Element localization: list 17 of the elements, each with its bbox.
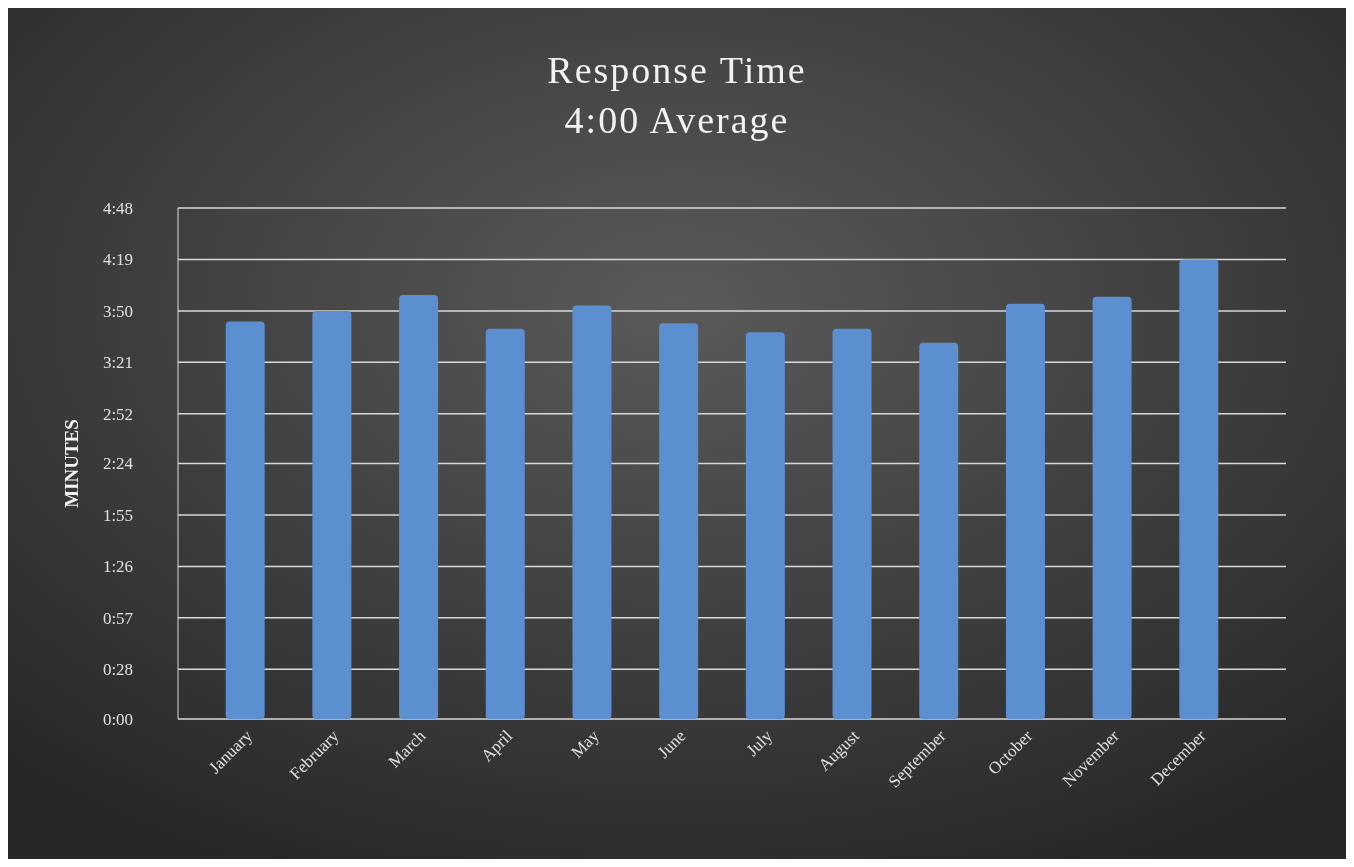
y-tick-label: 0:00 [102,709,134,729]
y-tick-label: 0:57 [102,608,134,628]
chart-subtitle: 4:00 Average [564,99,790,141]
y-tick-label: 3:21 [102,353,134,373]
x-tick-label: June [654,726,690,762]
y-tick-label: 2:24 [102,454,134,474]
y-tick-label: 2:52 [102,404,134,424]
chart-title: Response Time [547,49,807,91]
y-tick-label: 4:48 [102,198,134,218]
y-axis-title: MINUTES [61,419,82,508]
x-tick-label: May [567,726,604,762]
y-tick-label: 1:26 [102,557,134,577]
y-tick-label: 3:50 [102,301,134,321]
y-tick-label: 0:28 [102,660,134,680]
y-tick-label: 4:19 [102,250,134,270]
x-tick-label: July [742,726,777,760]
y-tick-label: 1:55 [102,505,134,525]
